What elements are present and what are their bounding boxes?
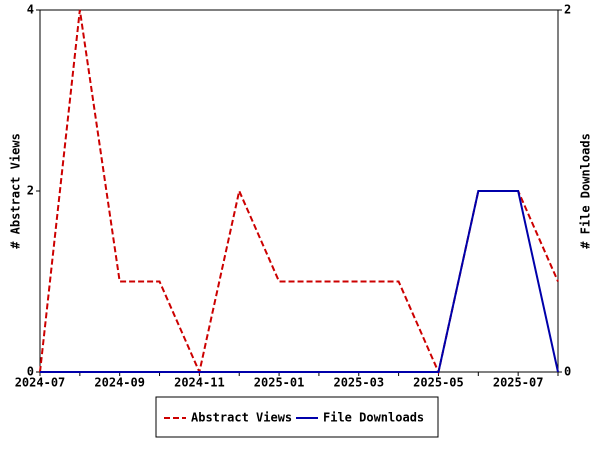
y2-axis-label: # File Downloads: [579, 133, 593, 249]
x-tick-label: 2025-03: [333, 376, 384, 390]
legend-label: Abstract Views: [191, 411, 292, 425]
x-tick-label: 2025-05: [413, 376, 464, 390]
y2-tick-label: 0: [564, 365, 571, 379]
y-tick-label: 4: [27, 3, 34, 17]
y-tick-label: 0: [27, 365, 34, 379]
x-tick-label: 2024-11: [174, 376, 225, 390]
y2-tick-label: 2: [564, 3, 571, 17]
series-line: [40, 190, 559, 373]
x-tick-label: 2024-07: [15, 376, 66, 390]
legend-label: File Downloads: [323, 411, 424, 425]
y-tick-label: 2: [27, 184, 34, 198]
x-tick-label: 2024-09: [94, 376, 145, 390]
x-tick-label: 2025-07: [493, 376, 544, 390]
legend-box: [155, 396, 439, 438]
y-axis-label: # Abstract Views: [9, 133, 23, 249]
x-tick-label: 2025-01: [254, 376, 305, 390]
